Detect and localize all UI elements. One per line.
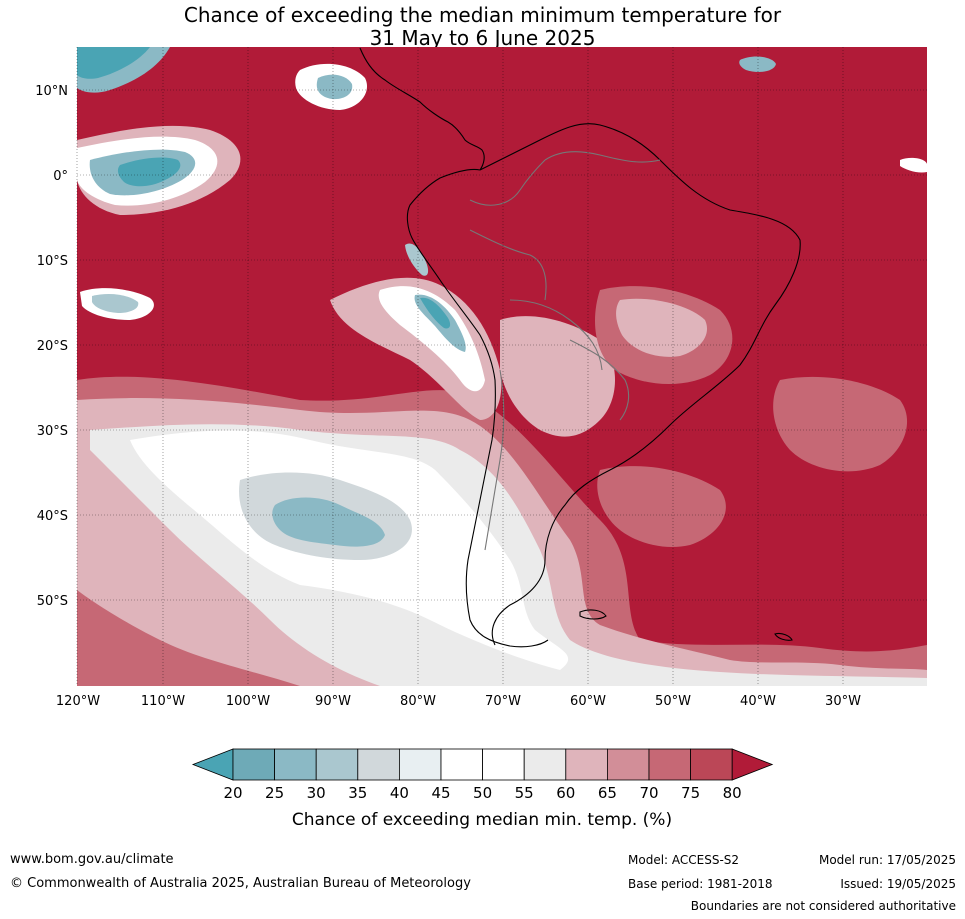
field-argentina-pink [500, 316, 615, 437]
probability-field [77, 47, 927, 686]
gridlines [76, 47, 927, 686]
colorbar-tick-label: 45 [431, 784, 450, 802]
colorbar [191, 748, 774, 781]
lon-label-120w: 120°W [56, 694, 100, 709]
footer-website: www.bom.gov.au/climate [10, 852, 174, 867]
colorbar-tick-label: 50 [473, 784, 492, 802]
colorbar-segment [565, 748, 608, 781]
lat-label-20s: 20°S [37, 339, 68, 354]
footer-model: Model: ACCESS-S2 [628, 853, 740, 867]
falklands [579, 609, 607, 620]
field-central-america-blue [316, 74, 353, 100]
field-coastal-tongue [330, 277, 502, 420]
colorbar-segment [315, 748, 359, 781]
field-peru-streak [405, 243, 429, 276]
field-ne-spot-white [900, 157, 927, 173]
colorbar-segment [690, 748, 733, 781]
colorbar-tick-label: 55 [515, 784, 534, 802]
footer-issued: Issued: 19/05/2025 [840, 877, 956, 891]
colorbar-tick-label: 35 [348, 784, 367, 802]
border-venezuela [544, 151, 661, 163]
footer-disclaimer: Boundaries are not considered authoritat… [690, 899, 956, 913]
colorbar-extend-low [191, 748, 234, 781]
colorbar-tick-label: 30 [307, 784, 326, 802]
colorbar-tick-label: 60 [556, 784, 575, 802]
border-paraguay [569, 339, 630, 421]
map-title: Chance of exceeding the median minimum t… [0, 4, 965, 50]
colorbar-segment [607, 748, 650, 781]
south-america-east-coast [479, 123, 801, 646]
colorbar-segment [357, 748, 400, 781]
field-band-30 [272, 497, 385, 547]
lon-label-70w: 70°W [485, 694, 521, 709]
title-line-1: Chance of exceeding the median minimum t… [183, 3, 782, 27]
field-coastal-white [378, 286, 485, 392]
colorbar-title: Chance of exceeding median min. temp. (%… [292, 810, 672, 830]
footer-base-period: Base period: 1981-2018 [628, 877, 773, 891]
lat-label-0: 0° [53, 169, 68, 184]
lat-label-30s: 30°S [37, 424, 68, 439]
lon-label-100w: 100°W [226, 694, 270, 709]
lon-label-50w: 50°W [655, 694, 691, 709]
south-georgia [774, 632, 793, 641]
field-nw-teal-core [77, 47, 150, 79]
coastline [359, 47, 801, 648]
lon-label-30w: 30°W [825, 694, 861, 709]
field-ne-spot [739, 56, 776, 72]
border-colombia [469, 159, 546, 206]
colorbar-tick-label: 25 [265, 784, 284, 802]
latitude-labels: 10°N 0° 10°S 20°S 30°S 40°S 50°S [35, 84, 68, 609]
colorbar-segment [648, 748, 691, 781]
footer-copyright: © Commonwealth of Australia 2025, Austra… [10, 876, 471, 891]
colorbar-segment [274, 748, 317, 781]
colorbar-tick-label: 65 [598, 784, 617, 802]
lon-label-110w: 110°W [141, 694, 185, 709]
colorbar-segment [398, 748, 442, 781]
border-peru-brazil [469, 229, 547, 301]
field-atlantic-patch [773, 376, 908, 472]
colorbar-segment [232, 748, 275, 781]
lon-label-60w: 60°W [570, 694, 606, 709]
field-west-spot-blue [92, 294, 139, 313]
lon-label-80w: 80°W [400, 694, 436, 709]
colorbar-segment [440, 748, 483, 781]
colorbar-tick-label: 40 [390, 784, 409, 802]
border-chile-argentina [484, 369, 505, 551]
south-america-coast [406, 168, 549, 648]
field-brazil-patch-2 [616, 298, 708, 357]
colorbar-extend-high [731, 748, 774, 781]
lat-label-10s: 10°S [37, 254, 68, 269]
colorbar-segment [523, 748, 567, 781]
colorbar-tick-label: 75 [681, 784, 700, 802]
colorbar-tick-label: 70 [639, 784, 658, 802]
title-line-2: 31 May to 6 June 2025 [369, 26, 596, 50]
field-atlantic-patch-2 [597, 466, 726, 548]
country-borders [469, 151, 661, 551]
longitude-labels: 120°W 110°W 100°W 90°W 80°W 70°W 60°W 50… [56, 694, 861, 709]
colorbar-tick-labels: 20 25 30 35 40 45 50 55 60 65 70 75 80 [223, 784, 741, 802]
field-coastal-teal [420, 297, 451, 329]
lat-label-50s: 50°S [37, 594, 68, 609]
lat-label-10n: 10°N [35, 84, 68, 99]
colorbar-tick-label: 80 [723, 784, 742, 802]
colorbar-tick-label: 20 [223, 784, 242, 802]
colorbar-segment [482, 748, 525, 781]
footer-model-run: Model run: 17/05/2025 [818, 853, 956, 867]
lat-label-40s: 40°S [37, 509, 68, 524]
border-bolivia [509, 299, 603, 371]
field-equatorial-teal [117, 157, 181, 187]
lon-label-40w: 40°W [740, 694, 776, 709]
central-america-coast [359, 47, 485, 171]
lon-label-90w: 90°W [315, 694, 351, 709]
